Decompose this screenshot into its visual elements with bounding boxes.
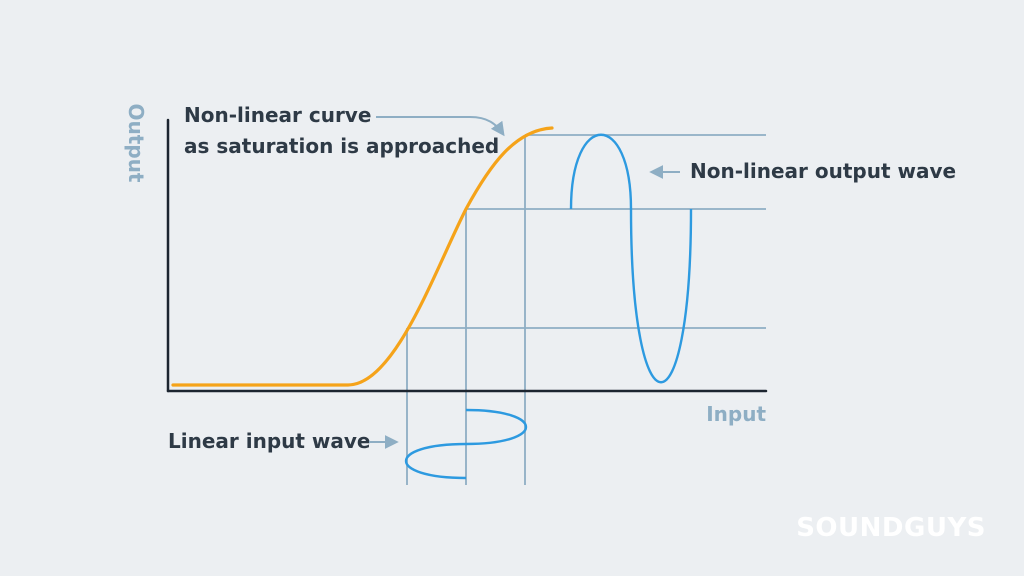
curved-arrow-icon (376, 116, 505, 137)
guide-lines (406, 134, 766, 485)
x-axis-label: Input (706, 402, 766, 426)
input-wave-label: Linear input wave (168, 429, 370, 453)
output-wave (569, 133, 693, 384)
output-wave-label: Non-linear output wave (690, 159, 956, 183)
transfer-curve (171, 126, 554, 387)
input-wave (404, 408, 528, 480)
soundguys-logo: SOUNDGUYS (796, 513, 986, 543)
y-axis-label: Output (124, 104, 148, 183)
curve-label-line1: Non-linear curve (184, 103, 371, 127)
axes (166, 118, 768, 393)
curve-label-line2: as saturation is approached (184, 134, 499, 158)
